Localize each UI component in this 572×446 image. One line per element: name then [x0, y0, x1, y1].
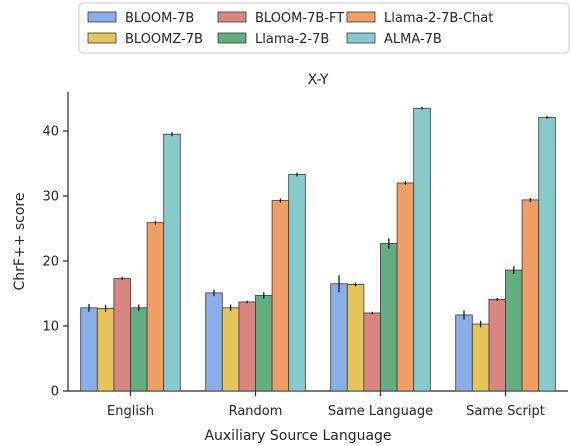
bar [271, 200, 290, 392]
bar [380, 243, 398, 392]
x-axis-label: Auxiliary Source Language [204, 428, 391, 444]
bar [80, 307, 98, 392]
bar [221, 307, 240, 392]
x-tick-label: Same Script [466, 404, 545, 419]
bar [238, 301, 256, 392]
legend-frame [78, 2, 570, 54]
bar [205, 292, 223, 392]
x-axis: English Random Same Language Same Script [68, 390, 568, 419]
bar [471, 323, 490, 392]
bar [113, 278, 131, 392]
legend-swatch [87, 32, 117, 44]
x-tick-label: Random [229, 404, 283, 419]
bar [96, 308, 115, 392]
y-tick-label: 0 [51, 385, 59, 400]
bar [330, 283, 348, 392]
x-tick-label: Same Language [328, 404, 433, 419]
bar [488, 298, 506, 392]
bar [346, 283, 365, 392]
bar [163, 133, 181, 392]
bar [455, 314, 473, 392]
y-tick-label: 30 [42, 190, 59, 205]
bar [396, 182, 415, 392]
bar [538, 116, 556, 392]
y-axis: 0 10 20 30 40 [42, 92, 69, 400]
bar [363, 312, 381, 392]
bar [255, 295, 273, 392]
legend-label: BLOOMZ-7B [125, 32, 203, 47]
y-tick-label: 20 [42, 255, 59, 270]
legend-label: BLOOM-7B [125, 11, 194, 26]
legend-label: Llama-2-7B-Chat [384, 11, 493, 26]
legend-label: Llama-2-7B [255, 32, 329, 47]
bar [130, 307, 148, 392]
bar [413, 107, 431, 392]
legend-label: BLOOM-7B-FT [255, 11, 344, 26]
x-tick-label: English [107, 404, 154, 419]
chart-title: X-Y [308, 72, 329, 88]
legend-swatch [346, 32, 376, 44]
bar [521, 199, 540, 392]
y-axis-label: ChrF++ score [12, 193, 28, 291]
legend-swatch [217, 32, 247, 44]
bar [505, 269, 523, 392]
legend-swatch [87, 11, 117, 23]
legend-swatch [217, 11, 247, 23]
bar [146, 222, 165, 392]
legend-swatch [346, 11, 376, 23]
y-tick-label: 10 [42, 320, 59, 335]
legend-label: ALMA-7B [384, 32, 442, 47]
y-tick-label: 40 [42, 125, 59, 140]
bars [80, 106, 556, 392]
legend: BLOOM-7B BLOOMZ-7B BLOOM-7B-FT Llama-2-7B Ll… [78, 2, 570, 54]
bar [288, 174, 306, 392]
